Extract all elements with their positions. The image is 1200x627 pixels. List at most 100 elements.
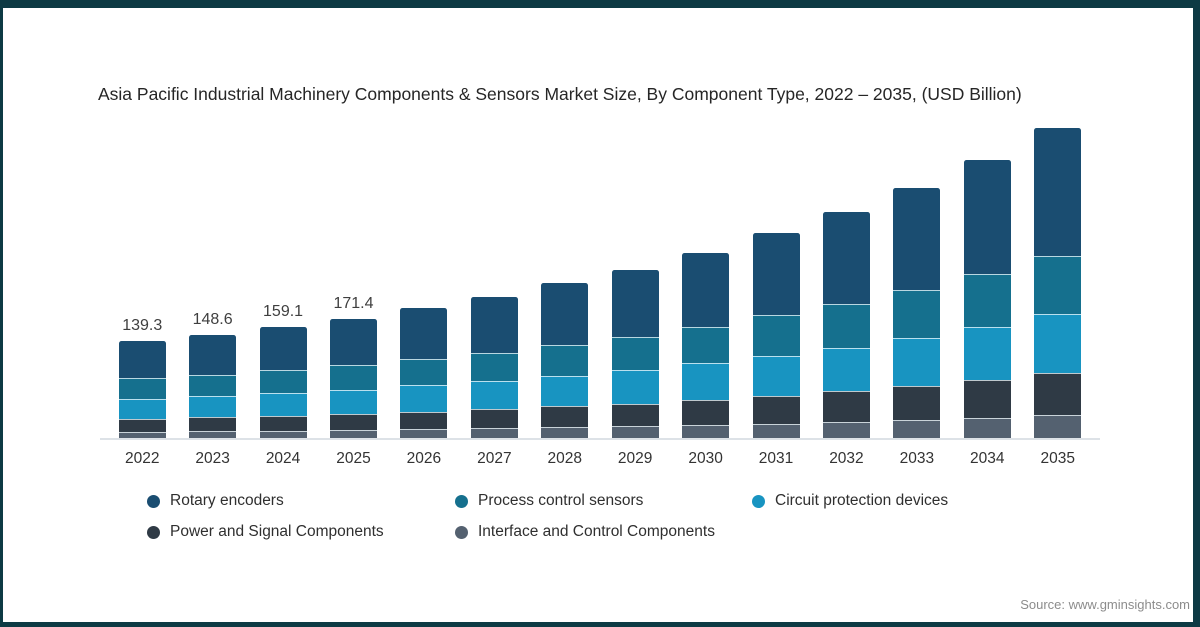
x-tick-2030: 2030 [688,450,723,467]
bar-column-2035 [1022,120,1092,438]
bar-column-2023: 148.6 [177,120,247,438]
segment-interface-and-control-components-2022 [118,431,166,438]
legend-dot-process-control-sensors [455,494,468,508]
segment-process-control-sensors-2028 [541,344,589,376]
segment-power-and-signal-components-2032 [822,391,870,422]
x-tick-2025: 2025 [336,450,371,467]
segment-rotary-encoders-2022 [118,341,166,379]
segment-process-control-sensors-2035 [1034,255,1082,315]
bar-2027 [470,297,518,438]
segment-rotary-encoders-2031 [752,232,800,316]
x-axis-line [100,438,1100,440]
bar-column-2032 [811,120,881,438]
segment-circuit-protection-devices-2024 [259,393,307,416]
bar-2026 [400,307,448,438]
legend-label-process-control-sensors: Process control sensors [478,492,644,509]
bar-column-2033 [882,120,952,438]
bar-total-label-2024: 159.1 [263,303,304,321]
legend-dot-power-and-signal-components [147,525,160,539]
segment-circuit-protection-devices-2033 [893,337,941,386]
x-tick-2027: 2027 [477,450,512,467]
bar-2023 [189,334,237,438]
legend-item-power-and-signal-components: Power and Signal Components [147,523,384,541]
bar-2028 [541,283,589,438]
x-tick-2024: 2024 [265,450,301,467]
x-tick-2029: 2029 [617,450,653,467]
bar-column-2026 [389,120,459,438]
segment-power-and-signal-components-2027 [470,409,518,429]
segment-interface-and-control-components-2033 [893,419,941,438]
legend-label-power-and-signal-components: Power and Signal Components [170,523,384,540]
segment-power-and-signal-components-2035 [1034,372,1082,415]
bar-2033 [893,187,941,438]
segment-interface-and-control-components-2028 [541,427,589,438]
segment-circuit-protection-devices-2023 [189,395,237,418]
segment-circuit-protection-devices-2027 [470,381,518,410]
legend-label-circuit-protection-devices: Circuit protection devices [775,492,949,509]
segment-rotary-encoders-2034 [963,160,1011,275]
segment-process-control-sensors-2026 [400,358,448,386]
segment-power-and-signal-components-2031 [752,395,800,424]
segment-interface-and-control-components-2024 [259,430,307,438]
segment-rotary-encoders-2035 [1034,128,1082,256]
segment-rotary-encoders-2025 [329,318,377,366]
source-attribution: Source: www.gminsights.com [1020,597,1190,612]
x-tick-2023: 2023 [195,450,230,467]
bar-2025 [329,318,377,438]
bar-column-2031 [741,120,811,438]
segment-interface-and-control-components-2023 [189,431,237,438]
segment-power-and-signal-components-2024 [259,415,307,431]
segment-interface-and-control-components-2034 [963,417,1011,438]
x-tick-2035: 2035 [1040,450,1075,467]
bar-column-2029 [600,120,670,438]
segment-rotary-encoders-2023 [189,334,237,375]
segment-process-control-sensors-2033 [893,289,941,338]
segment-interface-and-control-components-2030 [682,425,730,438]
segment-interface-and-control-components-2035 [1034,414,1082,438]
segment-interface-and-control-components-2027 [470,428,518,438]
bar-2024 [259,327,307,438]
segment-rotary-encoders-2026 [400,307,448,359]
bar-column-2028 [530,120,600,438]
segment-process-control-sensors-2029 [611,336,659,371]
bar-2034 [963,160,1011,438]
segment-circuit-protection-devices-2030 [682,363,730,400]
bar-2029 [611,269,659,438]
segment-power-and-signal-components-2026 [400,411,448,430]
legend-item-interface-and-control-components: Interface and Control Components [455,523,715,541]
segment-process-control-sensors-2032 [822,303,870,348]
bar-column-2022: 139.3 [107,120,177,438]
segment-circuit-protection-devices-2035 [1034,314,1082,373]
segment-circuit-protection-devices-2031 [752,355,800,396]
segment-power-and-signal-components-2030 [682,399,730,426]
segment-rotary-encoders-2030 [682,252,730,328]
segment-circuit-protection-devices-2034 [963,327,1011,380]
segment-process-control-sensors-2030 [682,327,730,364]
legend-item-rotary-encoders: Rotary encoders [147,492,284,510]
bar-total-label-2022: 139.3 [122,317,163,335]
legend-item-process-control-sensors: Process control sensors [455,492,643,510]
segment-interface-and-control-components-2032 [822,421,870,438]
x-tick-2033: 2033 [899,450,935,467]
bar-column-2024: 159.1 [248,120,318,438]
bar-column-2030 [670,120,740,438]
segment-rotary-encoders-2024 [259,327,307,371]
segment-rotary-encoders-2032 [822,212,870,304]
legend-item-circuit-protection-devices: Circuit protection devices [752,492,948,510]
segment-circuit-protection-devices-2025 [329,389,377,414]
bar-2022 [118,341,166,438]
x-tick-2032: 2032 [829,450,864,467]
segment-circuit-protection-devices-2022 [118,398,166,419]
x-axis-tick-row: 2022 2023 2024 2025 2026 2027 2028 2029 2030 2031… [107,450,1093,468]
segment-circuit-protection-devices-2032 [822,347,870,392]
bar-column-2025: 171.4 [318,120,388,438]
chart-title: Asia Pacific Industrial Machinery Compon… [98,84,1022,104]
x-tick-2034: 2034 [970,450,1005,467]
x-tick-2022: 2022 [124,450,160,467]
segment-interface-and-control-components-2029 [611,426,659,438]
segment-power-and-signal-components-2025 [329,413,377,431]
x-tick-2028: 2028 [547,450,582,467]
segment-process-control-sensors-2027 [470,352,518,382]
segment-power-and-signal-components-2029 [611,403,659,427]
